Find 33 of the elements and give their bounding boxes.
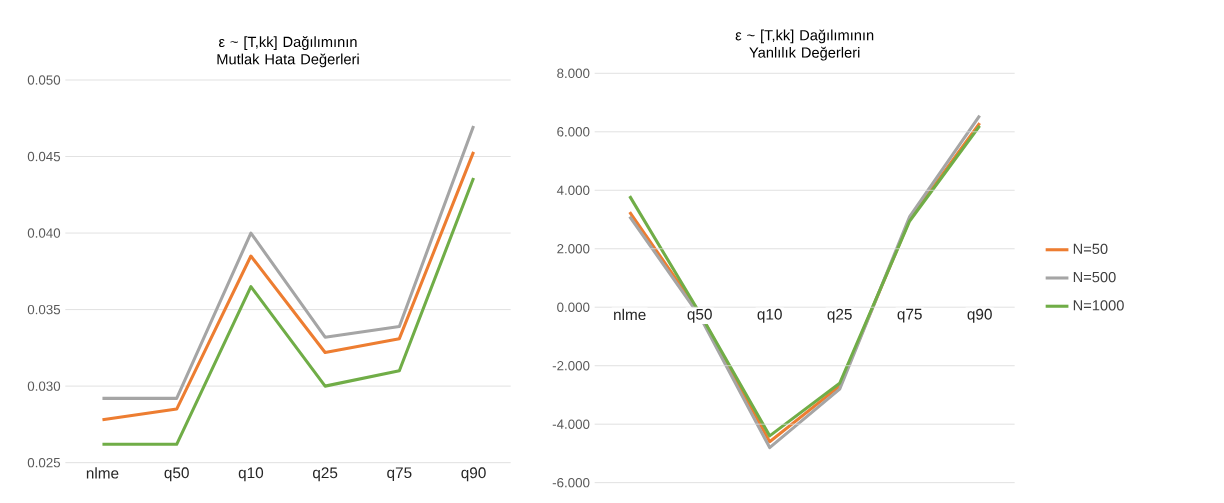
y-tick-label: 2.000 [557, 244, 590, 254]
x-tick-label: q90 [967, 309, 992, 323]
x-tick-label: q50 [164, 467, 189, 482]
legend-label: N=1000 [1073, 300, 1124, 311]
y-tick-label: 0.000 [557, 302, 590, 313]
y-tick-label: 0.040 [27, 228, 61, 238]
x-tick-label: q75 [897, 309, 922, 323]
x-tick-label: nlme [614, 309, 646, 321]
x-tick-label: nlme [86, 467, 119, 479]
legend-label: N=50 [1073, 243, 1108, 255]
line-series [100, 176, 476, 446]
y-tick-label: 0.025 [27, 458, 61, 468]
chart-title: ε ~ [T,kk] Dağılımının Yanlılık Değerleri [735, 29, 874, 61]
x-tick-label: q25 [312, 467, 338, 482]
line-series [100, 124, 476, 401]
legend-label: N=500 [1073, 272, 1116, 283]
y-tick-label: 0.045 [27, 151, 61, 162]
x-tick-label: q90 [461, 467, 486, 482]
y-tick-label: 4.000 [556, 185, 590, 196]
chart-title: ε ~ [T,kk] Dağılımının Mutlak Hata Değerleri [217, 36, 359, 68]
y-tick-label: -4.000 [552, 419, 590, 430]
y-tick-label: -2.000 [552, 361, 590, 371]
y-tick-label: 8.000 [557, 68, 590, 79]
x-tick-label: q10 [757, 309, 782, 323]
line-series [100, 150, 476, 422]
x-tick-label: q25 [827, 309, 852, 323]
y-tick-label: 6.000 [557, 127, 590, 137]
x-tick-label: q75 [387, 467, 412, 482]
y-tick-label: 0.030 [27, 381, 61, 392]
y-tick-label: 0.035 [27, 305, 61, 315]
y-tick-label: 0.050 [27, 75, 61, 85]
x-tick-label: q10 [238, 467, 264, 482]
y-tick-label: -6.000 [552, 478, 590, 488]
